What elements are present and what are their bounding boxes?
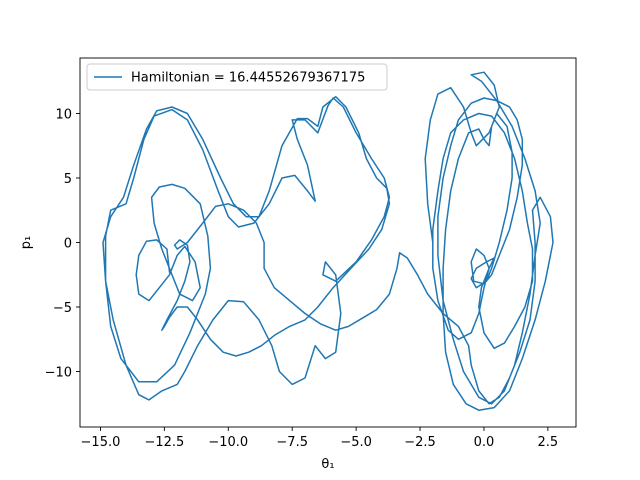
legend: Hamiltonian = 16.44552679367175 xyxy=(86,63,388,91)
legend-entry-label: Hamiltonian = 16.44552679367175 xyxy=(131,71,365,86)
y-axis-label: p₁ xyxy=(19,236,34,249)
x-tick-label: −12.5 xyxy=(144,435,184,450)
series-layer xyxy=(102,71,554,411)
series-line-0 xyxy=(102,71,554,411)
y-axis-ticks: −10 −5 0 5 10 xyxy=(45,107,80,381)
x-axis-label: θ₁ xyxy=(321,457,334,472)
x-tick-label: −5.0 xyxy=(340,435,372,450)
x-axis-ticks: −15.0 −12.5 −10.0 −7.5 −5.0 −2.5 0.0 2.5 xyxy=(81,427,559,450)
y-tick-label: 0 xyxy=(64,237,72,252)
x-tick-label: −10.0 xyxy=(208,435,248,450)
y-tick-label: −10 xyxy=(45,366,72,381)
legend-box xyxy=(86,63,388,91)
x-tick-label: 0.0 xyxy=(474,435,495,450)
x-tick-label: −2.5 xyxy=(404,435,436,450)
y-tick-label: 5 xyxy=(64,172,72,187)
y-tick-label: 10 xyxy=(55,107,72,122)
x-tick-label: −15.0 xyxy=(81,435,121,450)
x-tick-label: −7.5 xyxy=(276,435,308,450)
x-tick-label: 2.5 xyxy=(538,435,559,450)
y-tick-label: −5 xyxy=(53,301,72,316)
